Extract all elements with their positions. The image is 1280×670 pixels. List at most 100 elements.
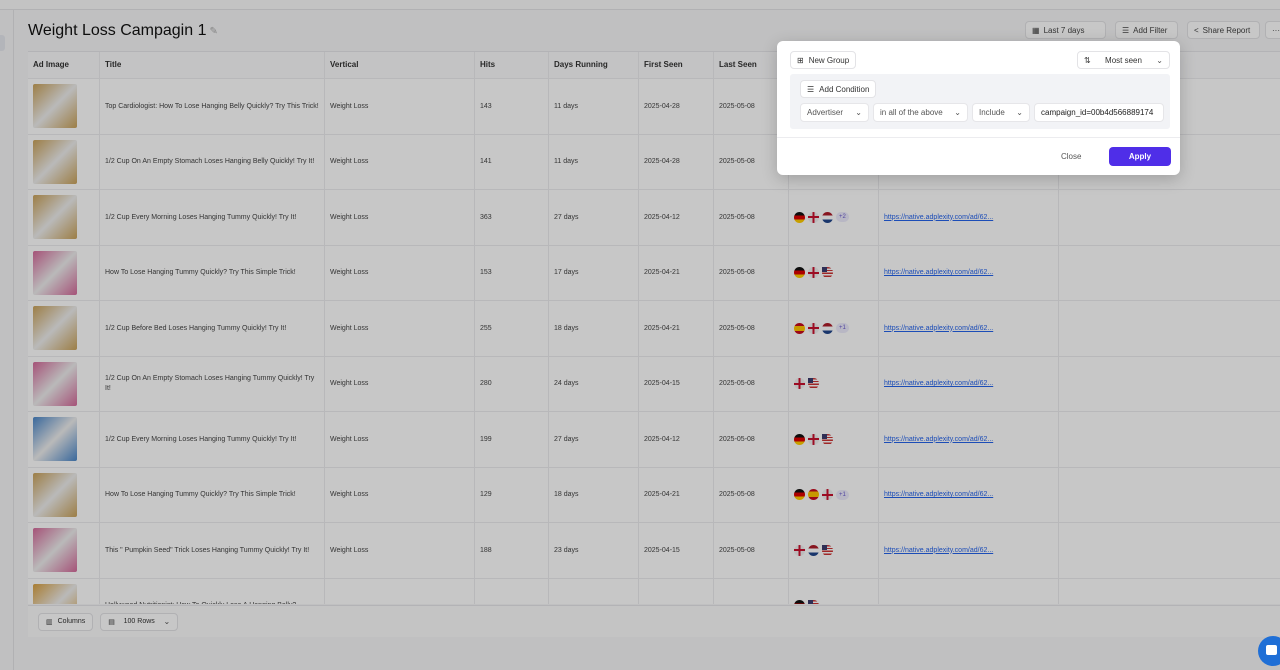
link-cell: https://native.adplexity.com/ad/62...: [879, 245, 1059, 300]
flag-nl-icon: [822, 322, 833, 334]
ad-link[interactable]: https://native.adplexity.com/ad/62...: [884, 491, 994, 499]
first-seen-cell: 2025-04-28: [639, 79, 714, 134]
condition-group: ☰ Add Condition Advertiser ⌄ in all of the…: [790, 74, 1170, 129]
ad-thumbnail[interactable]: [33, 361, 77, 406]
add-condition-button[interactable]: ☰ Add Condition: [800, 80, 877, 98]
ad-thumbnail[interactable]: [33, 195, 77, 240]
ad-thumbnail[interactable]: [33, 84, 77, 129]
chat-widget-icon[interactable]: [1258, 636, 1280, 666]
ad-thumbnail[interactable]: [33, 583, 77, 604]
flag-de-icon: [794, 600, 805, 604]
value-input[interactable]: campaign_id=00b4d566889174: [1034, 103, 1164, 122]
days-running-cell: 23 days: [549, 523, 639, 578]
ad-image-cell: [28, 301, 100, 356]
days-running-cell: 24 days: [549, 356, 639, 411]
flag-gb-icon: [822, 489, 833, 501]
sort-select[interactable]: ⇅ Most seen ⌄: [1077, 51, 1170, 69]
ad-thumbnail[interactable]: [33, 306, 77, 351]
countries-cell: [789, 245, 879, 300]
col-ad-image[interactable]: Ad Image: [28, 52, 100, 78]
field-value: Advertiser: [807, 108, 844, 117]
hits-cell: 199: [475, 412, 549, 467]
ad-link[interactable]: https://native.adplexity.com/ad/62...: [884, 435, 994, 443]
hits-cell: 129: [475, 467, 549, 522]
table-row[interactable]: How To Lose Hanging Tummy Quickly? Try T…: [28, 467, 1280, 523]
ad-thumbnail[interactable]: [33, 528, 77, 573]
calendar-icon: ▦: [1032, 25, 1040, 35]
vertical-cell: Weight Loss: [325, 523, 475, 578]
hits-cell: [475, 578, 549, 604]
col-first-seen[interactable]: First Seen: [639, 52, 714, 78]
countries-cell: [789, 356, 879, 411]
table-row[interactable]: Top Cardiologist: How To Lose Hanging Be…: [28, 79, 1280, 135]
last-seen-cell: 2025-05-08: [714, 245, 789, 300]
ad-thumbnail[interactable]: [33, 250, 77, 295]
close-button[interactable]: Close: [1061, 152, 1082, 161]
sidebar-toggle[interactable]: [0, 35, 5, 51]
scope-select[interactable]: in all of the above ⌄: [873, 103, 968, 122]
title-cell: 1/2 Cup On An Empty Stomach Loses Hangin…: [100, 356, 325, 411]
flag-nl-icon: [808, 544, 819, 556]
ad-thumbnail[interactable]: [33, 472, 77, 517]
last-seen-cell: 2025-05-08: [714, 190, 789, 245]
ad-link[interactable]: https://native.adplexity.com/ad/62...: [884, 213, 994, 221]
table-footer: ▥ Columns ▤ 100 Rows ⌄: [28, 605, 1280, 637]
link-cell: https://native.adplexity.com/ad/62...: [879, 467, 1059, 522]
flag-de-icon: [794, 433, 805, 445]
top-bar: [0, 0, 1280, 10]
add-filter-button[interactable]: ☰ Add Filter: [1115, 21, 1178, 39]
modal-divider: [777, 137, 1180, 138]
table-row[interactable]: How To Lose Hanging Tummy Quickly? Try T…: [28, 245, 1280, 301]
col-vertical[interactable]: Vertical: [325, 52, 475, 78]
countries-cell: [789, 578, 879, 604]
date-range-label: Last 7 days: [1043, 25, 1085, 35]
columns-button[interactable]: ▥ Columns: [38, 612, 94, 631]
add-condition-label: Add Condition: [819, 84, 870, 94]
days-running-cell: 17 days: [549, 245, 639, 300]
apply-button[interactable]: Apply: [1109, 147, 1171, 166]
table-row[interactable]: 1/2 Cup On An Empty Stomach Loses Hangin…: [28, 356, 1280, 412]
link-cell: https://native.adplexity.com/ad/62...: [879, 356, 1059, 411]
table-row[interactable]: Hollywood Nutritionist: How To Quickly L…: [28, 578, 1280, 604]
flag-es-icon: [794, 322, 805, 334]
countries-cell: +1: [789, 301, 879, 356]
col-days-running[interactable]: Days Running: [549, 52, 639, 78]
more-button[interactable]: ···: [1265, 21, 1280, 39]
new-group-button[interactable]: ⊞ New Group: [790, 51, 857, 69]
title-cell: Top Cardiologist: How To Lose Hanging Be…: [100, 79, 325, 134]
ad-thumbnail[interactable]: [33, 139, 77, 184]
new-group-label: New Group: [808, 55, 850, 65]
columns-icon: ▥: [46, 618, 53, 626]
first-seen-cell: 2025-04-12: [639, 190, 714, 245]
rows-per-page-select[interactable]: ▤ 100 Rows ⌄: [100, 612, 179, 631]
flag-us-icon: [822, 544, 833, 556]
ad-link[interactable]: https://native.adplexity.com/ad/62...: [884, 380, 994, 388]
table-row[interactable]: 1/2 Cup Every Morning Loses Hanging Tumm…: [28, 412, 1280, 468]
share-report-label: Share Report: [1202, 25, 1251, 35]
first-seen-cell: 2025-04-28: [639, 134, 714, 189]
link-cell: https://native.adplexity.com/ad/62...: [879, 190, 1059, 245]
flag-us-icon: [822, 267, 833, 279]
date-range-button[interactable]: ▦ Last 7 days: [1025, 21, 1106, 39]
flag-gb-icon: [808, 433, 819, 445]
field-select[interactable]: Advertiser ⌄: [800, 103, 869, 122]
share-report-button[interactable]: < Share Report: [1187, 21, 1260, 39]
days-running-cell: 18 days: [549, 301, 639, 356]
col-title[interactable]: Title: [100, 52, 325, 78]
table-row[interactable]: 1/2 Cup Before Bed Loses Hanging Tummy Q…: [28, 301, 1280, 357]
edit-pencil-icon[interactable]: ✎: [209, 25, 218, 37]
ad-link[interactable]: https://native.adplexity.com/ad/62...: [884, 546, 994, 554]
chevron-down-icon: ⌄: [163, 617, 171, 626]
col-hits[interactable]: Hits: [475, 52, 549, 78]
table-row[interactable]: 1/2 Cup Every Morning Loses Hanging Tumm…: [28, 190, 1280, 246]
flag-de-icon: [794, 267, 805, 279]
mode-select[interactable]: Include ⌄: [972, 103, 1030, 122]
ad-link[interactable]: https://native.adplexity.com/ad/62...: [884, 269, 994, 277]
mode-value: Include: [979, 108, 1005, 117]
ad-link[interactable]: https://native.adplexity.com/ad/62...: [884, 324, 994, 332]
table-row[interactable]: This " Pumpkin Seed" Trick Loses Hanging…: [28, 523, 1280, 579]
ad-thumbnail[interactable]: [33, 417, 77, 462]
filter-icon: ☰: [1122, 25, 1130, 35]
title-cell: How To Lose Hanging Tummy Quickly? Try T…: [100, 467, 325, 522]
flag-de-icon: [794, 489, 805, 501]
